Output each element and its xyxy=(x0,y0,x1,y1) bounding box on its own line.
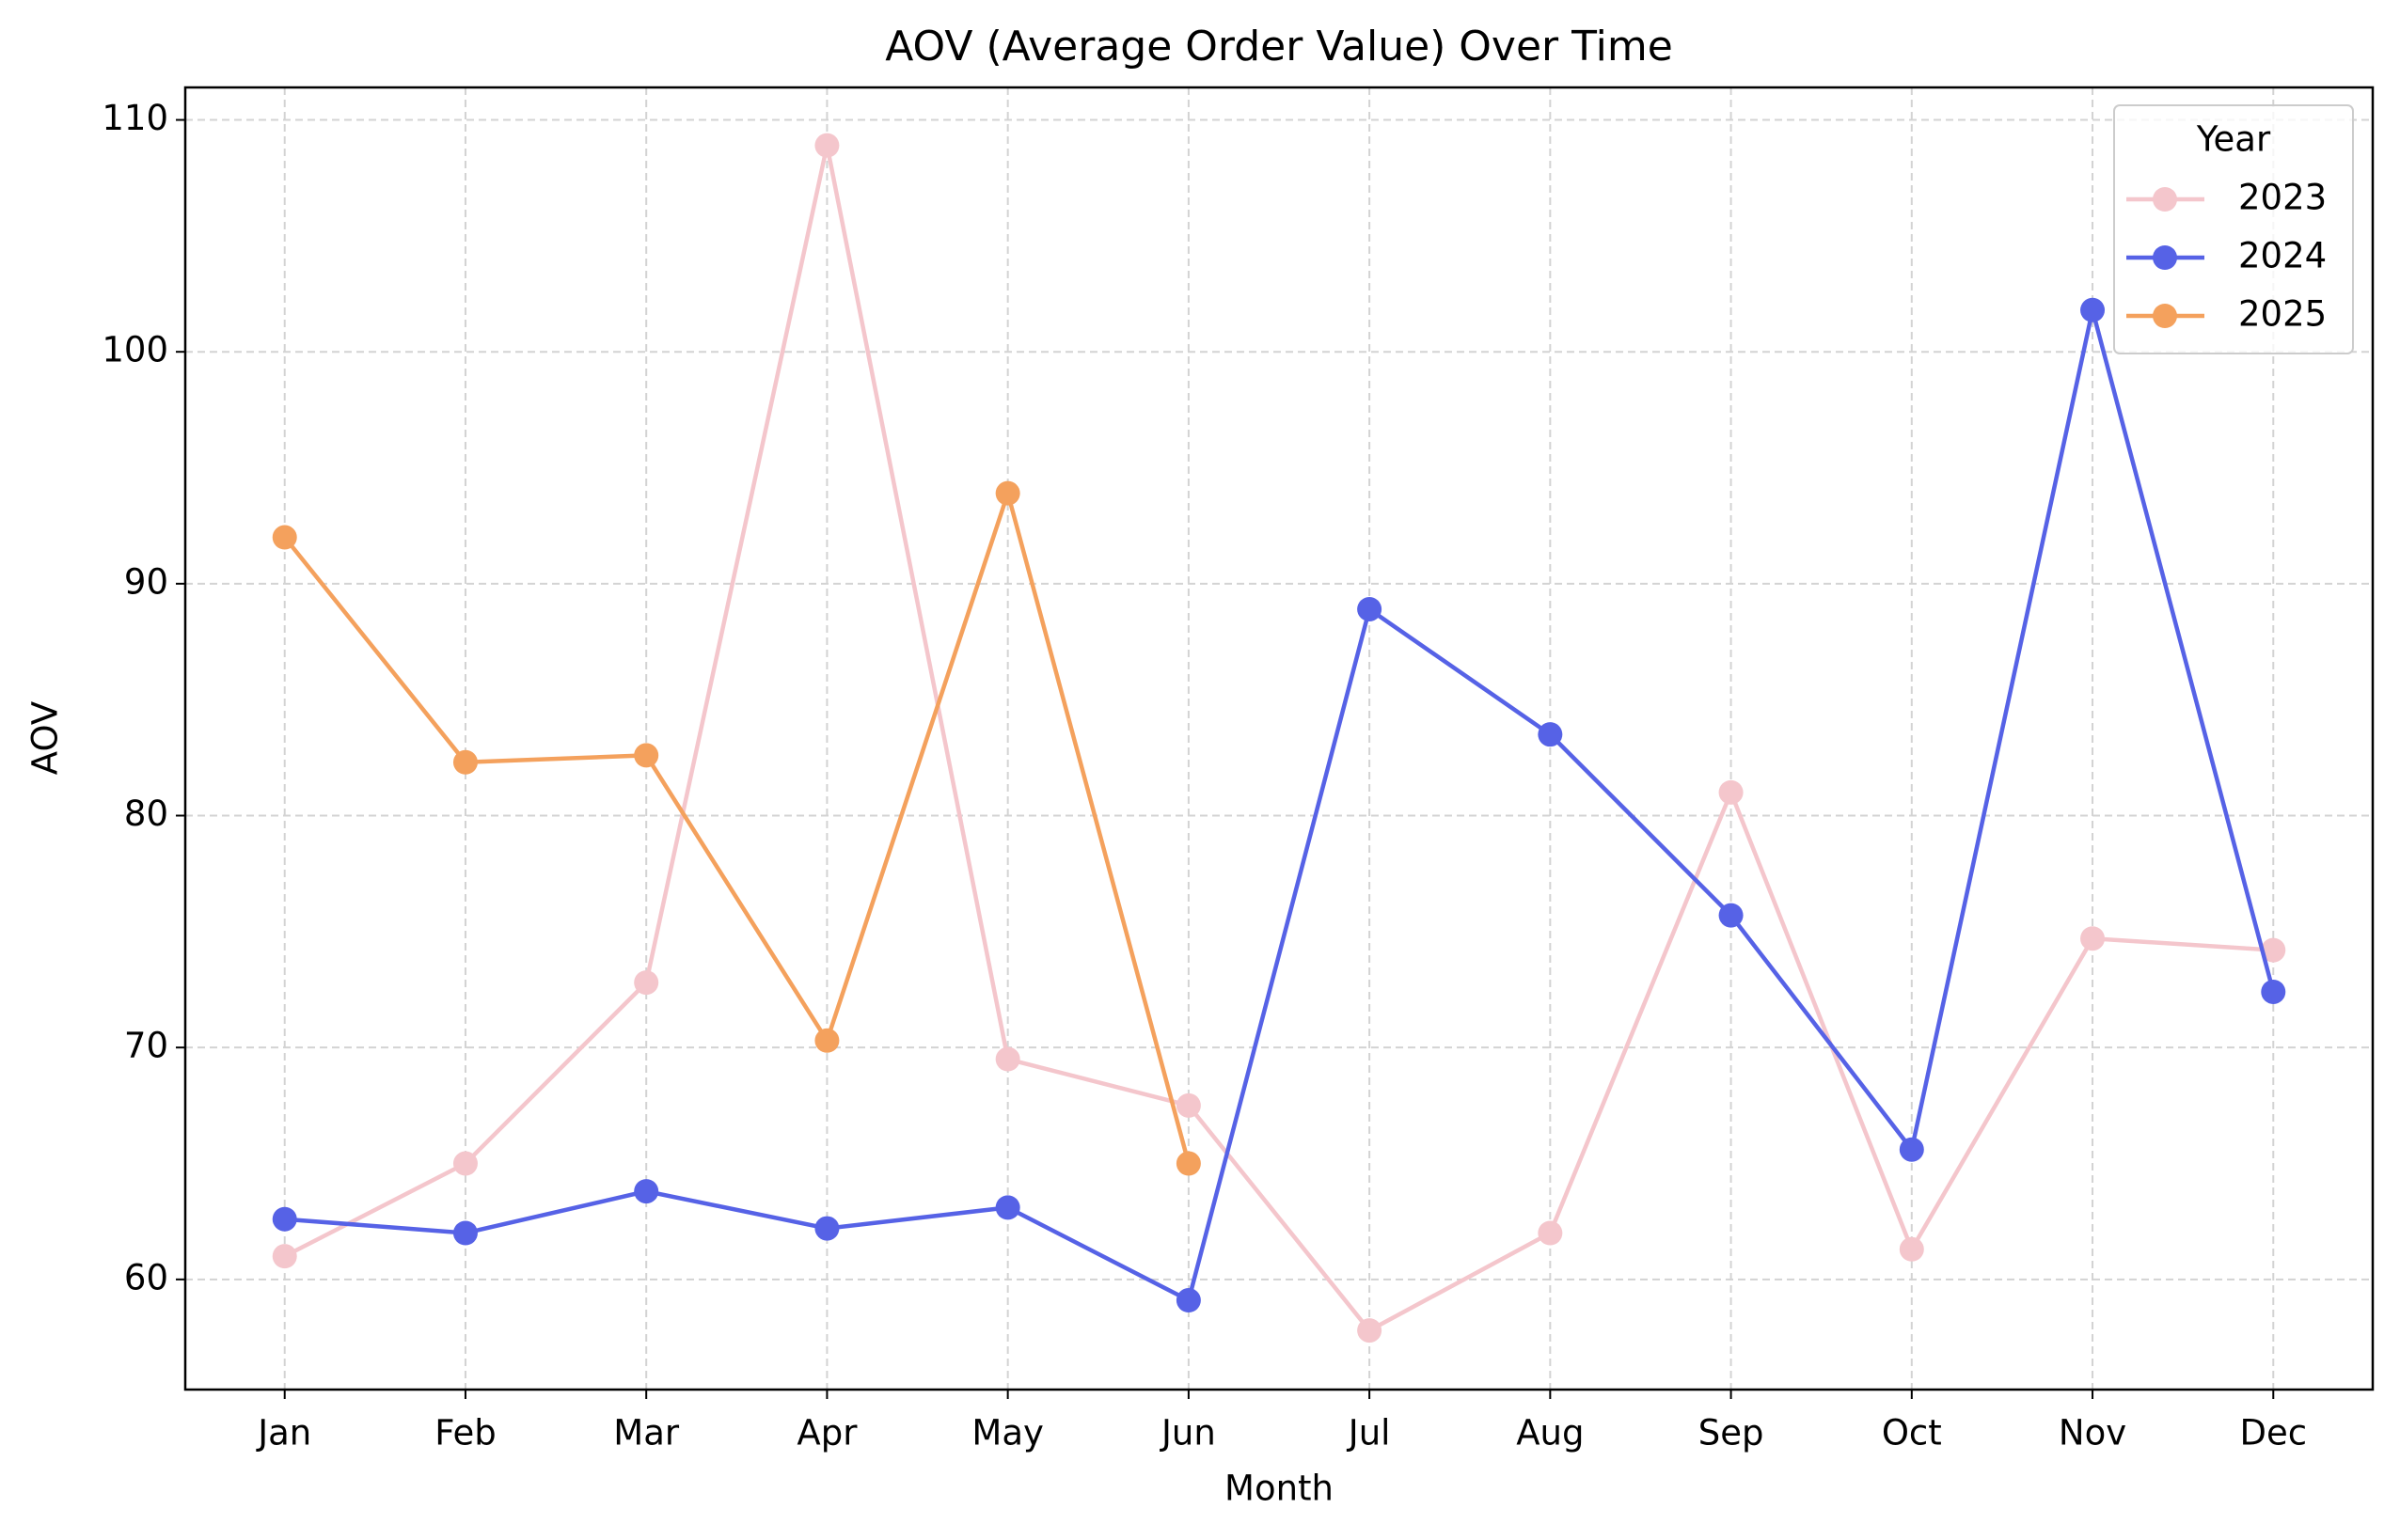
y-tick-label: 110 xyxy=(102,98,168,138)
x-tick-label: Jun xyxy=(1160,1413,1216,1454)
series-line xyxy=(282,491,1192,1165)
data-point xyxy=(2261,937,2286,963)
data-point xyxy=(1357,596,1382,621)
data-point xyxy=(2080,297,2106,322)
series-line xyxy=(283,143,2274,1333)
x-tick-label: Mar xyxy=(613,1413,680,1454)
data-point xyxy=(452,1220,478,1246)
data-point xyxy=(995,1195,1020,1220)
data-point xyxy=(1718,779,1744,805)
chart-title: AOV (Average Order Value) Over Time xyxy=(885,23,1673,71)
legend-box xyxy=(2113,104,2354,354)
series-line xyxy=(284,307,2276,1303)
x-tick-label: Sep xyxy=(1698,1413,1764,1454)
x-tick-label: Jul xyxy=(1347,1413,1391,1454)
x-tick-label: Apr xyxy=(797,1413,858,1454)
data-point xyxy=(814,133,840,158)
legend-label: 2024 xyxy=(2238,236,2327,276)
data-point xyxy=(452,749,478,775)
legend-marker xyxy=(2153,187,2177,212)
data-point xyxy=(995,1046,1020,1072)
data-point xyxy=(272,1206,297,1232)
y-axis-label: AOV xyxy=(25,701,66,775)
data-point xyxy=(1357,1318,1382,1344)
x-tick-label: May xyxy=(971,1413,1044,1454)
data-point xyxy=(634,743,659,768)
y-tick-label: 100 xyxy=(102,330,168,370)
data-point xyxy=(1899,1236,1924,1262)
legend-label: 2025 xyxy=(2238,294,2327,335)
x-tick-label: Aug xyxy=(1516,1413,1584,1454)
legend-label: 2023 xyxy=(2238,178,2327,218)
legend-marker xyxy=(2153,245,2177,270)
x-axis-label: Month xyxy=(1224,1469,1334,1509)
data-point xyxy=(814,1028,840,1053)
data-point xyxy=(272,525,297,550)
plot-frame xyxy=(183,86,2375,1391)
data-point xyxy=(634,1179,659,1204)
data-point xyxy=(1176,1288,1201,1313)
data-point xyxy=(1538,1220,1563,1246)
y-tick-label: 90 xyxy=(124,561,168,602)
data-point xyxy=(2080,926,2106,951)
data-point xyxy=(1538,722,1563,747)
y-tick-label: 80 xyxy=(124,794,168,834)
data-point xyxy=(452,1151,478,1176)
data-point xyxy=(2261,979,2286,1004)
data-point xyxy=(995,480,1020,506)
x-tick-label: Jan xyxy=(256,1413,311,1454)
data-point xyxy=(1176,1151,1201,1176)
legend-title: Year xyxy=(2196,119,2271,160)
x-tick-label: Feb xyxy=(434,1413,497,1454)
y-tick-label: 60 xyxy=(124,1257,168,1297)
x-tick-label: Oct xyxy=(1882,1413,1942,1454)
x-tick-label: Nov xyxy=(2059,1413,2126,1454)
data-point xyxy=(1899,1137,1924,1162)
data-point xyxy=(814,1216,840,1241)
legend-marker xyxy=(2153,304,2177,328)
x-tick-label: Dec xyxy=(2239,1413,2307,1454)
y-tick-label: 70 xyxy=(124,1026,168,1066)
data-point xyxy=(1718,903,1744,928)
data-point xyxy=(272,1244,297,1269)
data-point xyxy=(1176,1092,1201,1118)
data-point xyxy=(634,970,659,996)
